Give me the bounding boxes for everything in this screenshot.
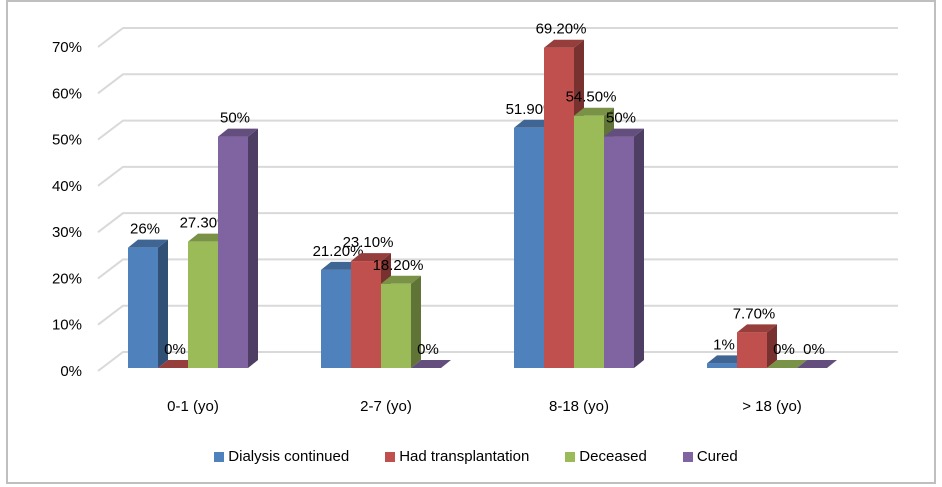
legend-label: Cured	[696, 448, 738, 465]
data-label: 0%	[417, 341, 439, 358]
legend-item: Dialysis continued	[214, 448, 349, 465]
y-tick-label: 20%	[52, 270, 82, 287]
data-label: 69.20%	[536, 21, 587, 38]
data-label: 27.30%	[180, 215, 231, 232]
y-tick-label: 0%	[60, 363, 82, 380]
legend-label: Dialysis continued	[228, 448, 350, 465]
legend-swatch	[682, 451, 693, 462]
legend-item: Deceased	[565, 448, 647, 465]
bar-top	[574, 107, 614, 116]
data-label: 54.50%	[566, 89, 617, 106]
bar	[188, 241, 218, 368]
bar	[544, 47, 574, 369]
bar	[514, 127, 544, 368]
bar-top	[767, 360, 807, 368]
legend-swatch	[565, 451, 576, 462]
bar	[351, 261, 381, 368]
bar-top	[218, 128, 258, 137]
data-label: 0%	[164, 341, 186, 358]
x-category-label: 0-1 (yo)	[167, 398, 219, 415]
data-label: 23.10%	[343, 234, 394, 251]
y-tick-label: 50%	[52, 132, 82, 149]
gridline	[97, 27, 898, 48]
legend-item: Had transplantation	[385, 448, 529, 465]
x-category-label: 2-7 (yo)	[360, 398, 412, 415]
data-label: 18.20%	[373, 257, 424, 274]
legend-item: Cured	[682, 448, 738, 465]
bar-side	[767, 324, 777, 368]
data-label: 26%	[130, 221, 160, 238]
bar	[604, 136, 634, 368]
data-label: 21.20%	[313, 243, 364, 260]
legend-label: Had transplantation	[399, 448, 530, 465]
y-tick-label: 30%	[52, 224, 82, 241]
y-tick-label: 60%	[52, 85, 82, 102]
data-label: 0%	[773, 341, 795, 358]
bar-top	[544, 39, 584, 48]
bar-side	[158, 239, 168, 368]
y-tick-label: 40%	[52, 178, 82, 195]
x-category-label: > 18 (yo)	[742, 398, 802, 415]
bar	[321, 269, 351, 368]
gridline	[97, 119, 898, 141]
bar-top	[604, 128, 644, 137]
bar-top	[128, 239, 168, 248]
bar-top	[381, 275, 421, 284]
data-label: 7.70%	[733, 305, 776, 322]
legend: Dialysis continued Had transplantation Dec…	[0, 448, 942, 465]
bar-top	[411, 360, 451, 368]
bar-top	[797, 360, 837, 368]
legend-swatch	[385, 451, 396, 462]
bar	[381, 283, 411, 368]
legend-swatch	[214, 451, 225, 462]
bar	[128, 247, 158, 368]
bar-side	[248, 128, 258, 368]
data-label: 50%	[606, 110, 636, 127]
gridline	[97, 73, 898, 95]
bar-top	[351, 253, 391, 262]
bar	[707, 363, 737, 368]
x-category-label: 8-18 (yo)	[549, 398, 609, 415]
data-label: 51.90%	[506, 101, 557, 118]
bar	[574, 115, 604, 368]
data-label: 50%	[220, 110, 250, 127]
data-label: 0%	[803, 341, 825, 358]
y-tick-label: 70%	[52, 39, 82, 56]
bar-side	[634, 128, 644, 368]
bar	[218, 136, 248, 368]
bar-side	[411, 275, 421, 368]
bar	[737, 332, 767, 368]
data-label: 1%	[713, 336, 735, 353]
bar-top	[737, 324, 777, 333]
y-tick-label: 10%	[52, 317, 82, 334]
legend-label: Deceased	[579, 448, 647, 465]
